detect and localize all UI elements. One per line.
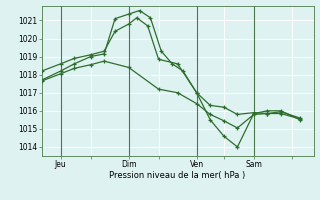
X-axis label: Pression niveau de la mer( hPa ): Pression niveau de la mer( hPa ) <box>109 171 246 180</box>
